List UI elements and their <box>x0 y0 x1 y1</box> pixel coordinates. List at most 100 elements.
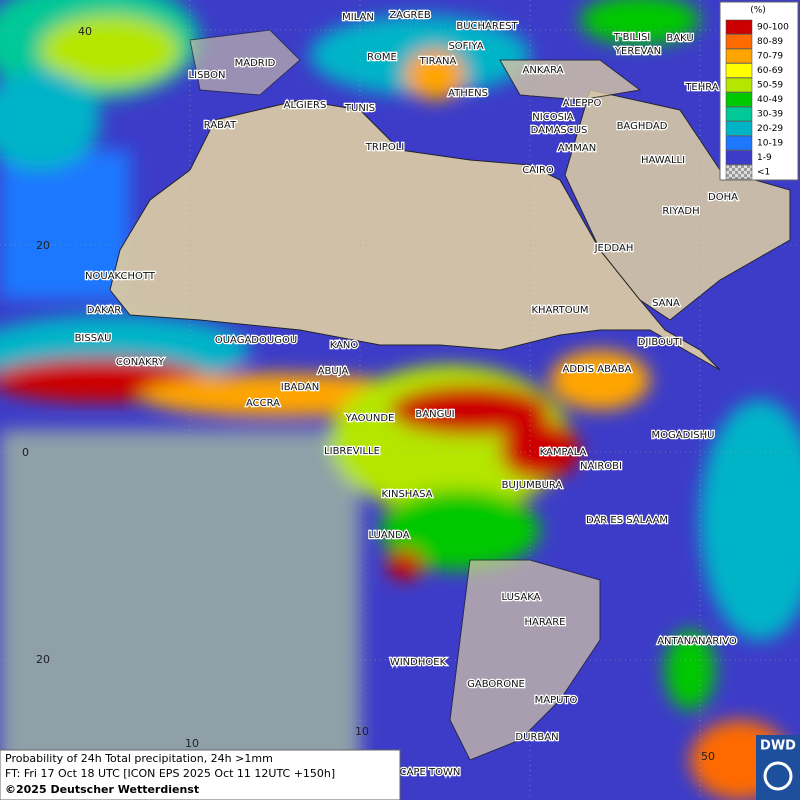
city-label: TUNIS <box>344 103 375 114</box>
city-label: TRIPOLI <box>365 142 404 153</box>
city-label: RIYADH <box>662 206 699 217</box>
grid-label: 0 <box>22 446 29 459</box>
legend-label: 1-9 <box>757 153 772 163</box>
city-label: DJIBOUTI <box>638 337 683 348</box>
city-label: BUJUMBURA <box>502 480 563 491</box>
legend-label: 90-100 <box>757 23 789 33</box>
legend-swatch <box>725 150 753 165</box>
city-label: AMMAN <box>558 143 596 154</box>
legend-unit: (%) <box>750 6 766 16</box>
footer-line: FT: Fri 17 Oct 18 UTC [ICON EPS 2025 Oct… <box>5 767 335 780</box>
city-label: ABUJA <box>318 366 349 377</box>
city-label: ADDIS ABABA <box>563 364 632 375</box>
city-label: YEREVAN <box>614 46 661 57</box>
city-label: ACCRA <box>246 398 280 409</box>
legend-swatch <box>725 19 753 35</box>
city-label: YAOUNDE <box>345 413 395 424</box>
city-label: BISSAU <box>75 333 112 344</box>
city-label: NAIROBI <box>580 461 622 472</box>
city-label: ANKARA <box>523 65 564 76</box>
city-label: DURBAN <box>515 732 558 743</box>
city-label: KHARTOUM <box>531 305 588 316</box>
city-label: HARARE <box>524 617 565 628</box>
city-label: NOUAKCHOTT <box>85 271 156 282</box>
city-label: TEHRA <box>684 82 718 93</box>
legend-label: 60-69 <box>757 66 783 76</box>
city-label: T'BILISI <box>613 32 650 43</box>
city-label: ATHENS <box>448 88 488 99</box>
legend-label: 70-79 <box>757 52 783 62</box>
city-label: LUSAKA <box>502 592 541 603</box>
city-label: IBADAN <box>281 382 320 393</box>
legend-swatch <box>725 77 753 93</box>
city-label: CAIRO <box>522 165 554 176</box>
legend: (%) 90-100 80-89 70-79 60-69 50-59 40-49 30-39… <box>719 1 799 181</box>
city-label: ALEPPO <box>563 98 602 109</box>
city-label: SOFIYA <box>448 41 483 52</box>
city-label: MADRID <box>235 58 276 69</box>
footer-box <box>0 749 401 801</box>
city-label: HAWALLI <box>641 155 685 166</box>
grid-label: 20 <box>36 653 50 666</box>
copyright: ©2025 Deutscher Wetterdienst <box>5 783 199 796</box>
city-label: WINDHOEK <box>390 657 447 668</box>
grid-label: 10 <box>355 725 369 738</box>
grid-label: 50 <box>701 750 715 763</box>
city-label: DOHA <box>708 192 738 203</box>
city-label: JEDDAH <box>594 243 634 254</box>
legend-label: <1 <box>757 168 770 178</box>
grid-label: 10 <box>185 737 199 750</box>
legend-swatch <box>725 106 753 122</box>
city-label: LIBREVILLE <box>324 446 380 457</box>
legend-swatch <box>725 48 753 64</box>
city-label: ANTANANARIVO <box>657 636 737 647</box>
city-label: BANGUI <box>415 409 454 420</box>
legend-swatch <box>725 121 753 136</box>
city-label: RABAT <box>204 120 237 131</box>
legend-label: 50-59 <box>757 81 783 91</box>
grid-label: 40 <box>78 25 92 38</box>
city-label: TIRANA <box>419 56 457 67</box>
legend-label: 80-89 <box>757 37 783 47</box>
city-label: KANO <box>330 340 359 351</box>
city-label: DAKAR <box>87 305 122 316</box>
city-label: SANA <box>652 298 680 309</box>
city-label: OUAGADOUGOU <box>215 335 297 346</box>
grid-label: 20 <box>36 239 50 252</box>
legend-swatch <box>725 92 753 107</box>
logo-text: DWD <box>760 739 796 754</box>
city-label: MAPUTO <box>535 695 578 706</box>
city-label: BAKU <box>666 33 693 44</box>
city-label: BUCHAREST <box>456 21 518 32</box>
legend-swatch <box>725 135 753 151</box>
legend-label: 20-29 <box>757 124 783 134</box>
city-label: MOGADISHU <box>652 430 715 441</box>
city-label: MILAN <box>342 12 374 23</box>
city-label: ZAGREB <box>389 10 431 21</box>
city-labels: MILAN ZAGREB BUCHAREST T'BILISI BAKU SOFIYA RO… <box>73 9 739 780</box>
city-label: KAMPALA <box>540 447 587 458</box>
city-label: LISBON <box>189 70 226 81</box>
footer-line: Probability of 24h Total precipitation, … <box>5 752 273 765</box>
city-label: CONAKRY <box>116 357 165 368</box>
city-label: NICOSIA <box>532 112 574 123</box>
legend-label: 10-19 <box>757 139 783 149</box>
city-label: GABORONE <box>467 679 525 690</box>
legend-swatch <box>725 34 753 49</box>
city-label: CAPE TOWN <box>400 767 461 778</box>
legend-label: 30-39 <box>757 110 783 120</box>
city-label: ROME <box>367 52 397 63</box>
city-label: DAR ES SALAAM <box>586 515 668 526</box>
city-label: ALGIERS <box>284 100 327 111</box>
logo-swirl <box>763 761 793 791</box>
city-label: DAMASCUS <box>531 125 588 136</box>
city-label: LUANDA <box>368 530 409 541</box>
grid-labels: 40 20 0 20 10 10 50 <box>22 25 715 763</box>
city-label: BAGHDAD <box>617 121 668 132</box>
city-label: KINSHASA <box>381 489 432 500</box>
legend-label: 40-49 <box>757 95 783 105</box>
legend-swatch <box>725 164 753 180</box>
